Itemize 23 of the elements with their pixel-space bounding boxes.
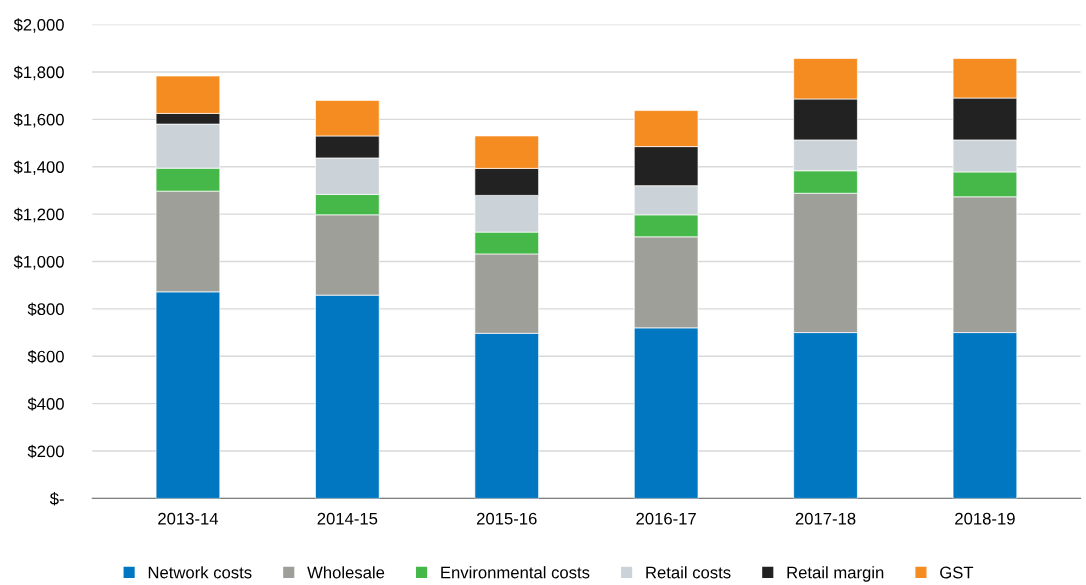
x-tick-label: 2017-18	[795, 512, 856, 525]
y-tick-label: $2,000	[13, 18, 64, 33]
legend-label: Environmental costs	[441, 566, 590, 579]
y-tick-label: $400	[27, 397, 64, 411]
legend-label: Network costs	[148, 566, 252, 579]
y-tick-label: $600	[27, 349, 64, 364]
x-tick-label: 2018-19	[955, 512, 1015, 525]
y-tick-label: $1,600	[13, 113, 64, 128]
x-tick-label: 2015-16	[477, 512, 537, 525]
y-tick-label: $200	[27, 444, 64, 459]
legend-label: Wholesale	[307, 566, 385, 579]
y-tick-label: $-	[49, 492, 64, 506]
y-tick-label: $1,000	[13, 255, 64, 270]
y-tick-label: $1,800	[13, 65, 64, 81]
x-tick-label: 2014-15	[317, 512, 378, 525]
legend-label: GST	[940, 566, 974, 579]
y-tick-label: $1,200	[13, 207, 64, 223]
y-tick-label: $800	[27, 302, 64, 317]
y-tick-label: $1,400	[13, 160, 64, 175]
legend-label: Retail margin	[787, 566, 884, 582]
x-tick-label: 2013-14	[158, 512, 219, 525]
legend-label: Retail costs	[646, 566, 731, 579]
x-tick-label: 2016-17	[636, 512, 696, 525]
